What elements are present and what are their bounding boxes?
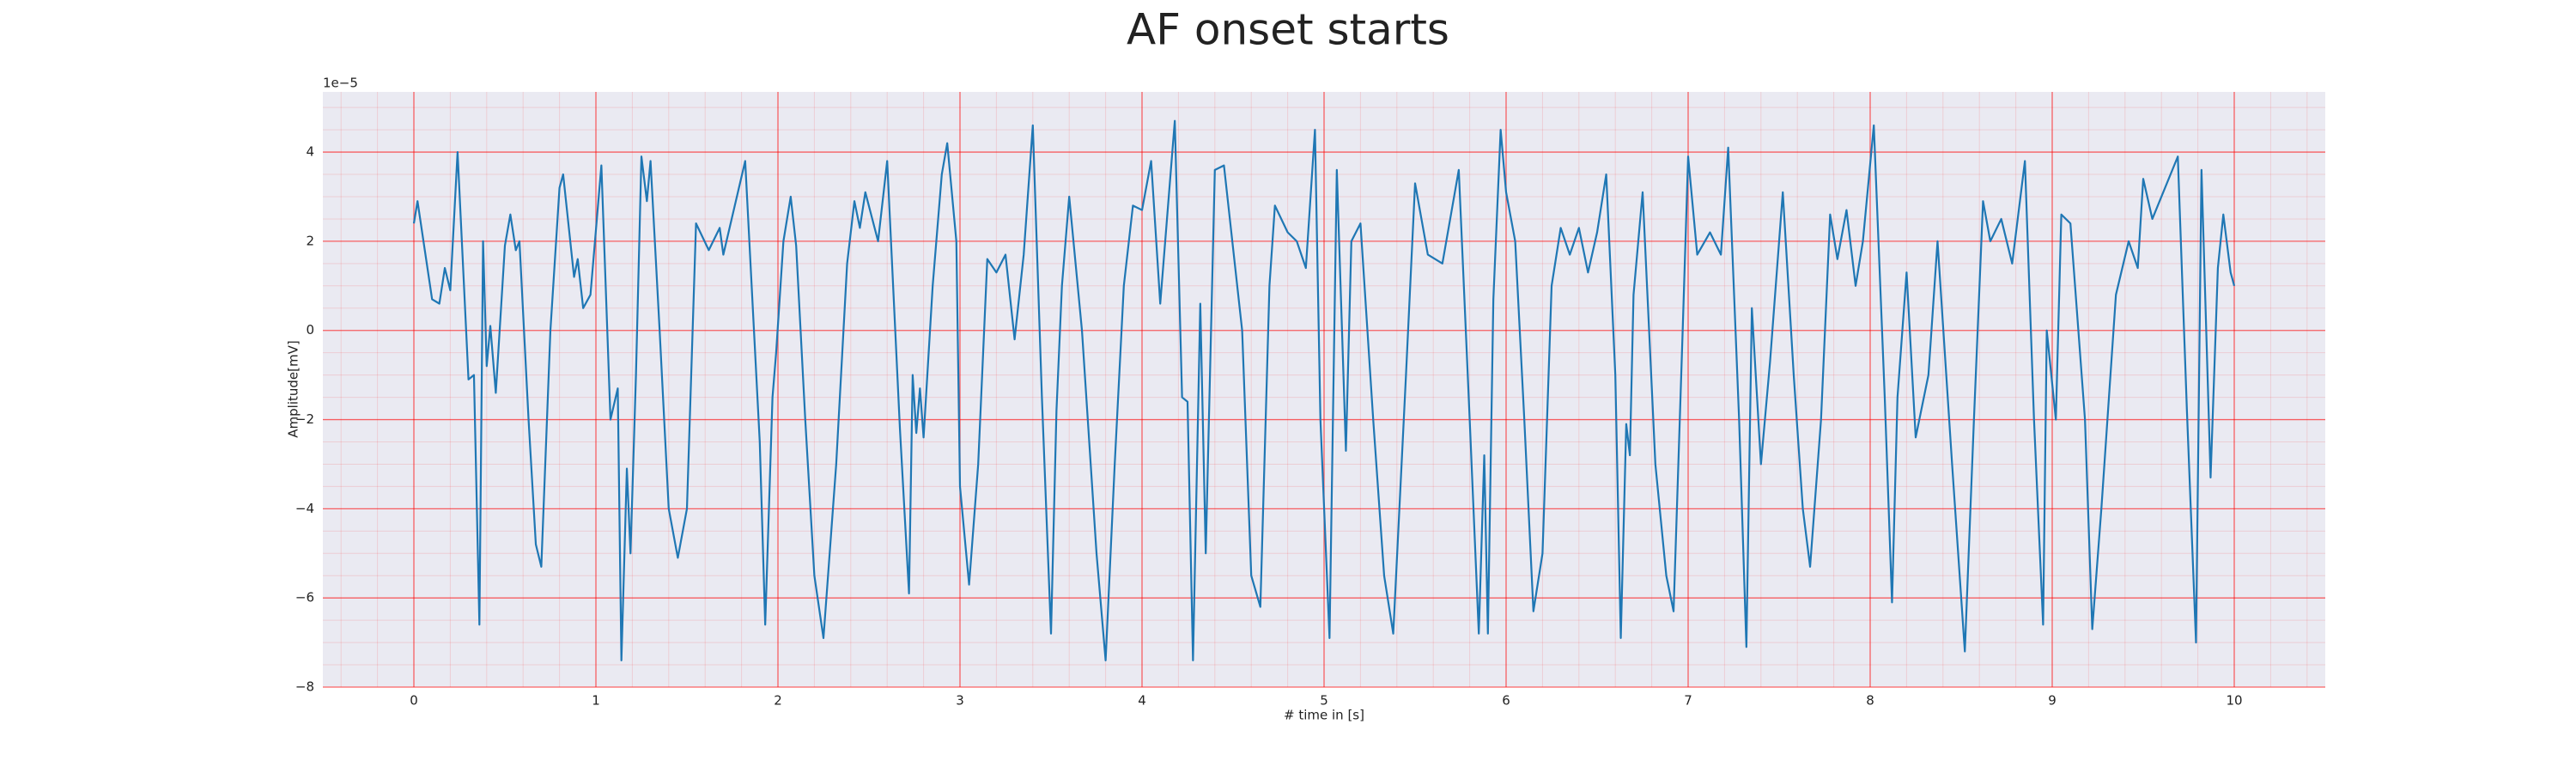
x-tick-label: 4 — [1138, 693, 1146, 709]
x-tick-label: 6 — [1502, 693, 1510, 709]
chart-title: AF onset starts — [1127, 5, 1449, 55]
y-tick-label: 2 — [306, 233, 314, 248]
data-line — [412, 119, 2236, 661]
y-tick-label: −4 — [295, 501, 314, 516]
y-axis-label: Amplitude[mV] — [286, 340, 301, 437]
y-tick-label: −8 — [295, 679, 314, 695]
x-tick-label: 2 — [774, 693, 782, 709]
y-tick-label: −2 — [295, 411, 314, 427]
y-tick-label: 4 — [306, 144, 314, 160]
y-offset-label: 1e−5 — [323, 76, 358, 91]
x-tick-label: 9 — [2048, 693, 2057, 709]
x-tick-label: 5 — [1320, 693, 1328, 709]
x-tick-label: 10 — [2226, 693, 2242, 709]
y-tick-label: −6 — [295, 590, 314, 606]
x-tick-label: 8 — [1866, 693, 1874, 709]
x-tick-label: 7 — [1684, 693, 1692, 709]
x-tick-label: 0 — [410, 693, 418, 709]
y-tick-label: 0 — [306, 322, 314, 338]
x-axis-label: # time in [s] — [1284, 708, 1364, 723]
x-tick-label: 1 — [592, 693, 600, 709]
x-tick-label: 3 — [956, 693, 964, 709]
